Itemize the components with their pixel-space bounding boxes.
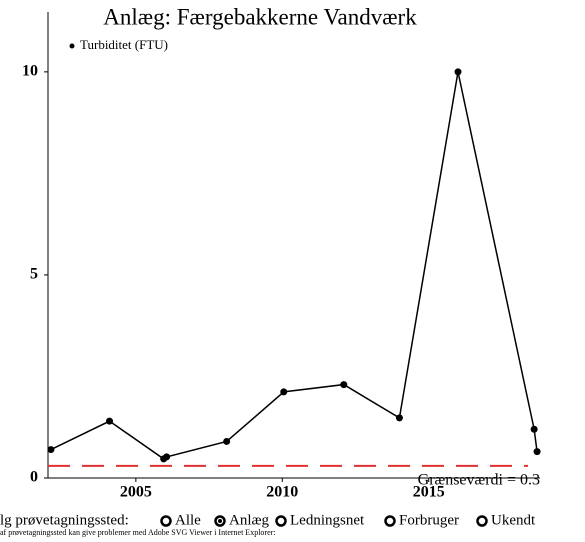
legend-label: Turbiditet (FTU) bbox=[80, 37, 168, 52]
x-tick-label: 2005 bbox=[120, 484, 152, 501]
x-tick-label: 2010 bbox=[266, 484, 298, 501]
y-tick-label: 5 bbox=[30, 266, 38, 283]
radio-label[interactable]: Ledningsnet bbox=[290, 512, 365, 528]
radio-button[interactable] bbox=[384, 515, 396, 527]
data-point bbox=[106, 417, 113, 425]
radio-label[interactable]: Anlæg bbox=[229, 512, 270, 528]
data-point bbox=[223, 437, 231, 445]
radio-button[interactable] bbox=[160, 515, 172, 527]
data-point bbox=[395, 414, 403, 422]
legend-marker bbox=[69, 43, 75, 49]
data-point bbox=[340, 381, 348, 389]
y-tick-label: 0 bbox=[30, 469, 38, 486]
data-point bbox=[454, 68, 462, 76]
radio-label[interactable]: Alle bbox=[175, 512, 201, 528]
data-point bbox=[163, 453, 171, 461]
radio-label[interactable]: Forbruger bbox=[399, 512, 459, 528]
data-point bbox=[530, 425, 538, 433]
radio-button[interactable] bbox=[476, 515, 488, 527]
data-point bbox=[280, 388, 288, 396]
radio-label[interactable]: Ukendt bbox=[491, 512, 536, 528]
threshold-label: Grænseværdi = 0.3 bbox=[418, 471, 540, 488]
data-point bbox=[47, 446, 55, 454]
controls-note: af prøvetagningssted kan give problemer … bbox=[0, 528, 276, 537]
controls-label: lg prøvetagningssted: bbox=[0, 512, 129, 528]
x-tick-label: 2015 bbox=[413, 484, 445, 501]
data-point bbox=[533, 448, 541, 456]
radio-button[interactable] bbox=[275, 515, 287, 527]
chart-title: Anlæg: Færgebakkerne Vandværk bbox=[103, 4, 417, 29]
series-line bbox=[50, 71, 538, 460]
radio-dot bbox=[218, 519, 222, 523]
y-tick-label: 10 bbox=[22, 63, 38, 80]
